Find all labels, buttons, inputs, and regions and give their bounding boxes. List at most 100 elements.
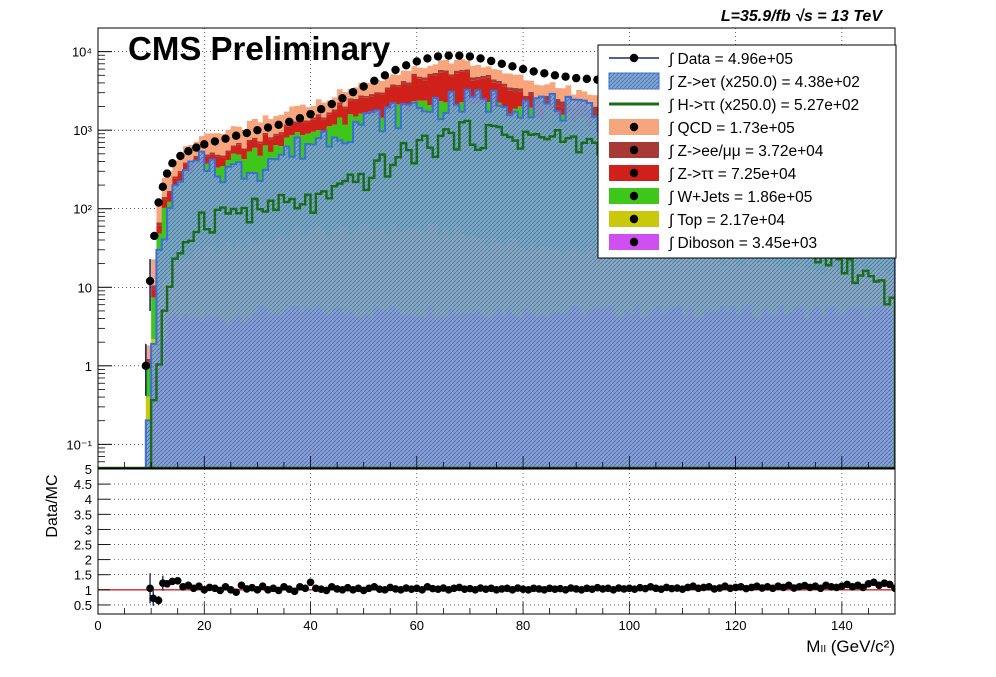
stack-bar-ztautau — [396, 87, 402, 105]
stack-bar-qcd — [449, 63, 455, 74]
stack-bar-ztautau — [236, 145, 242, 155]
data-point — [264, 123, 272, 131]
data-point — [221, 134, 229, 142]
x-tick-label: 0 — [94, 618, 101, 633]
stack-bar-ztautau — [502, 87, 508, 107]
data-point — [359, 82, 367, 90]
legend-swatch-ztau-e — [609, 73, 659, 89]
data-point — [423, 54, 431, 62]
legend-swatch-data — [630, 54, 638, 62]
stack-bar-zll — [512, 88, 518, 92]
stack-bar-qcd — [491, 69, 497, 79]
ratio-y-tick-label: 3 — [85, 522, 92, 537]
stack-bar-qcd — [401, 71, 407, 81]
legend: ∫ Data = 4.96e+05∫ Z->eτ (x250.0) = 4.38… — [598, 45, 896, 258]
legend-label-wjets: ∫ W+Jets = 1.86e+05 — [668, 189, 812, 206]
data-point — [274, 121, 282, 129]
stack-bar-zll — [353, 99, 359, 101]
main-y-tick-label: 1 — [85, 359, 92, 374]
ratio-point — [301, 585, 309, 593]
legend-label-zll: ∫ Z->ee/μμ = 3.72e+04 — [668, 143, 824, 160]
stack-bar-zll — [380, 92, 386, 94]
stack-bar-qcd — [417, 68, 423, 77]
ratio-y-tick-label: 3.5 — [74, 507, 92, 522]
data-point — [370, 77, 378, 85]
stack-bar-zll — [305, 120, 311, 122]
stack-bar-qcd — [459, 59, 465, 70]
data-point — [561, 72, 569, 80]
stack-bar-zll — [321, 117, 327, 120]
stack-bar-zll — [263, 133, 269, 135]
stack-bar-zll — [518, 88, 524, 91]
stack-bar-zll — [252, 138, 258, 140]
stack-bar-zll — [342, 106, 348, 109]
data-point — [163, 169, 171, 177]
stack-bar-zll — [241, 148, 247, 150]
stack-bar-zll — [358, 95, 364, 97]
data-point — [466, 52, 474, 60]
main-y-tick-label: 10⁴ — [72, 45, 92, 60]
data-point — [200, 140, 208, 148]
stack-bar-qcd — [502, 73, 508, 83]
stack-bar-ztautau — [417, 79, 423, 101]
stack-bar-ztautau — [353, 101, 359, 116]
stack-bar-ztautau — [284, 126, 290, 137]
data-point — [381, 71, 389, 79]
x-tick-label: 100 — [618, 618, 640, 633]
stack-bar-ztautau — [342, 109, 348, 125]
stack-bar-ztautau — [279, 134, 285, 146]
legend-label-ztautau: ∫ Z->ττ = 7.25e+04 — [668, 166, 797, 183]
x-tick-label: 140 — [831, 618, 853, 633]
stack-bar-qcd — [396, 75, 402, 85]
stack-bar-qcd — [411, 66, 417, 73]
stack-bar-ztautau — [316, 116, 322, 130]
stack-bar-zll — [422, 77, 428, 80]
main-y-tick-label: 10⁻¹ — [66, 437, 92, 452]
stack-bar-zll — [401, 81, 407, 83]
main-y-tick-label: 10³ — [73, 123, 92, 138]
ratio-point — [307, 578, 315, 586]
stack-bar-zll — [481, 76, 487, 79]
data-point — [455, 51, 463, 59]
stack-bar-zll — [507, 87, 513, 90]
data-point — [306, 110, 314, 118]
stack-bar-zll — [433, 73, 439, 75]
stack-bar-qcd — [475, 65, 481, 77]
stack-bar-ztautau — [411, 76, 417, 101]
ratio-point — [174, 577, 182, 585]
stack-bar-qcd — [470, 66, 476, 77]
data-point — [176, 152, 184, 160]
main-y-tick-label: 10² — [73, 202, 92, 217]
x-tick-label: 120 — [725, 618, 747, 633]
data-point — [232, 132, 240, 140]
stack-bar-qcd — [427, 66, 433, 74]
stack-bar-ztautau — [326, 114, 332, 126]
data-point — [243, 129, 251, 137]
data-point — [583, 75, 591, 83]
stack-bar-ztautau — [247, 142, 253, 152]
stack-bar-zll — [226, 150, 232, 152]
stack-bar-zll — [459, 70, 465, 72]
stack-bar-zll — [231, 145, 237, 147]
data-point — [487, 57, 495, 65]
ratio-y-tick-label: 4.5 — [74, 477, 92, 492]
stack-bar-zll — [369, 94, 375, 97]
data-point — [150, 232, 158, 240]
ratio-y-tick-label: 1.5 — [74, 568, 92, 583]
stack-bar-qcd — [512, 75, 518, 88]
stack-bar-zll — [406, 82, 412, 85]
lumi-label: L=35.9/fb √s = 13 TeV — [721, 8, 883, 25]
legend-label-htt: ∫ H->ττ (x250.0) = 5.27e+02 — [668, 97, 859, 114]
data-point — [413, 57, 421, 65]
stack-bar-zll — [268, 137, 274, 139]
stack-bar-zll — [215, 155, 221, 157]
stack-bar-ztautau — [268, 140, 274, 152]
data-point — [211, 137, 219, 145]
legend-label-top: ∫ Top = 2.17e+04 — [668, 212, 785, 229]
legend-swatch-marker-top — [630, 215, 638, 223]
data-point — [192, 143, 200, 151]
stack-bar-ztautau — [358, 97, 364, 113]
stack-bar-zll — [247, 140, 253, 142]
